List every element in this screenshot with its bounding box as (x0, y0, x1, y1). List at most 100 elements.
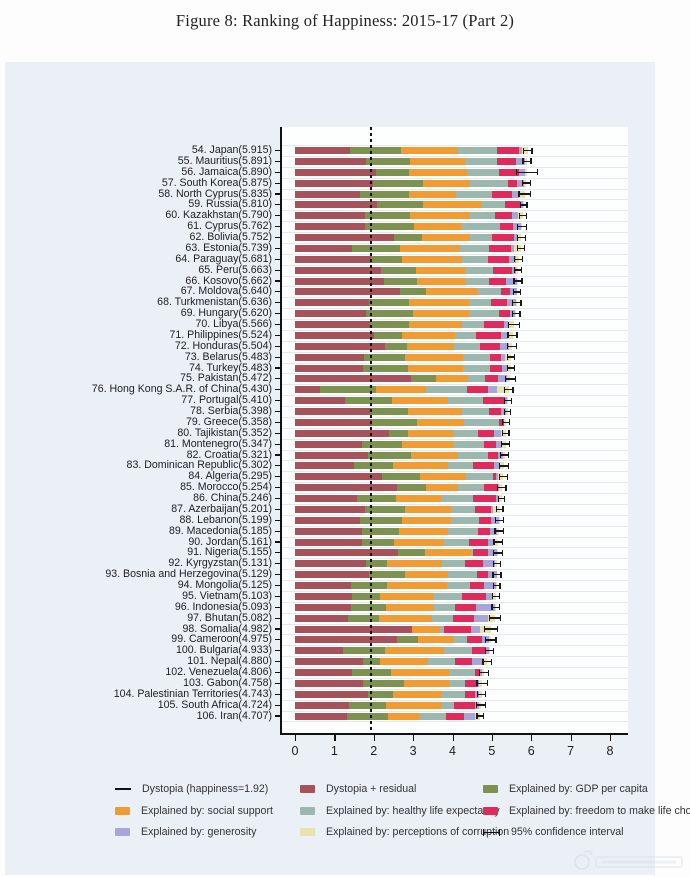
bar-segment-freedom (477, 571, 488, 578)
legend-label: Explained by: perceptions of corruption (326, 826, 509, 838)
y-axis-line (280, 127, 282, 734)
gridline (282, 276, 629, 277)
bar-segment-freedom (501, 288, 510, 295)
ci-whisker-cap (500, 572, 501, 578)
bar-segment-freedom (479, 517, 490, 524)
gridline (282, 482, 629, 483)
ci-whisker-cap (493, 561, 494, 567)
ci-whisker-cap (530, 158, 531, 164)
ci-whisker-cap (526, 224, 527, 230)
gridline (282, 384, 629, 385)
bar-segment-dystopia_residual (295, 212, 365, 219)
legend-item: Explained by: social support (115, 805, 273, 817)
bar-segment-dystopia_residual (295, 615, 348, 622)
bar-segment-generosity (494, 430, 501, 437)
legend-label: Dystopia (happiness=1.92) (142, 783, 268, 795)
x-axis-tick (295, 734, 296, 741)
bar-segment-dystopia_residual (295, 408, 370, 415)
bar-segment-social_support (411, 452, 458, 459)
ci-whisker-cap (521, 267, 522, 273)
gridline (282, 547, 629, 548)
bar-segment-gdp_per_capita (374, 332, 402, 339)
bar-segment-healthy_life_expectancy (449, 680, 465, 687)
ci-whisker-cap (483, 713, 484, 719)
bar-segment-social_support (417, 278, 465, 285)
gridline (282, 624, 629, 625)
bar-segment-freedom (455, 604, 476, 611)
x-axis-tick-label: 3 (398, 744, 428, 758)
bar-segment-gdp_per_capita (366, 158, 410, 165)
legend-label: Explained by: healthy life expectancy (326, 805, 500, 817)
ci-whisker-cap (504, 496, 505, 502)
ci-whisker-cap (500, 561, 501, 567)
bar-segment-dystopia_residual (295, 539, 362, 546)
gridline (282, 711, 629, 712)
bar-segment-healthy_life_expectancy (442, 560, 465, 567)
y-axis-tick (275, 694, 281, 695)
legend-label: Explained by: freedom to make life choic… (509, 805, 690, 817)
bar-segment-healthy_life_expectancy (481, 201, 505, 208)
x-axis-tick-label: 6 (516, 744, 546, 758)
confidence-interval-swatch-icon (483, 829, 500, 836)
bar-segment-gdp_per_capita (366, 310, 412, 317)
bar-segment-freedom (489, 408, 500, 415)
gridline (282, 341, 629, 342)
bar-segment-social_support (436, 375, 468, 382)
ci-whisker-cap (502, 430, 503, 436)
bar-segment-gdp_per_capita (357, 495, 396, 502)
ci-whisker-cap (530, 191, 531, 197)
ci-whisker-cap (493, 539, 494, 545)
ci-whisker-cap (493, 550, 494, 556)
y-axis-tick (275, 509, 281, 510)
bar-segment-healthy_life_expectancy (469, 299, 491, 306)
bar-segment-healthy_life_expectancy (453, 441, 485, 448)
bar-segment-healthy_life_expectancy (434, 604, 455, 611)
y-axis-tick (275, 259, 281, 260)
ci-whisker-cap (516, 332, 517, 338)
bar-segment-dystopia_residual (295, 375, 411, 382)
bar-segment-freedom (473, 462, 494, 469)
ci-whisker-cap (496, 506, 497, 512)
country-label: 106. Iran(4.707) (0, 711, 272, 722)
country-label: 65. Peru(5.663) (0, 265, 272, 276)
y-axis-tick (275, 270, 281, 271)
gridline (282, 297, 629, 298)
ci-whisker-cap (491, 604, 492, 610)
gridline (282, 319, 629, 320)
bar-segment-gdp_per_capita (370, 321, 409, 328)
bar-segment-social_support (396, 495, 441, 502)
bar-segment-gdp_per_capita (369, 299, 409, 306)
y-axis-tick (275, 411, 281, 412)
ci-whisker-cap (507, 354, 508, 360)
bar-segment-social_support (407, 343, 453, 350)
gridline (282, 558, 629, 559)
gridline (282, 265, 629, 266)
ci-whisker-cap (512, 300, 513, 306)
bar-segment-gdp_per_capita (377, 201, 422, 208)
y-axis-tick (275, 650, 281, 651)
gridline (282, 254, 629, 255)
gridline (282, 460, 629, 461)
legend-label: Explained by: GDP per capita (509, 783, 648, 795)
bar-segment-freedom (490, 365, 503, 372)
bar-segment-gdp_per_capita (381, 267, 416, 274)
ci-whisker-cap (512, 311, 513, 317)
legend-item: Explained by: freedom to make life choic… (483, 805, 690, 817)
bar-segment-gdp_per_capita (368, 691, 393, 698)
bar-segment-social_support (410, 158, 465, 165)
ci-whisker-cap (502, 550, 503, 556)
ci-whisker-cap (500, 452, 501, 458)
bar-segment-social_support (408, 408, 462, 415)
x-axis-tick (374, 734, 375, 741)
y-axis-tick (275, 444, 281, 445)
ci-whisker-cap (537, 169, 538, 175)
ci-whisker-cap (510, 409, 511, 415)
gridline (282, 189, 629, 190)
bar-segment-dystopia_residual (295, 528, 362, 535)
gridline (282, 210, 629, 211)
ci-whisker-cap (516, 343, 517, 349)
bar-segment-healthy_life_expectancy (461, 223, 500, 230)
bar-segment-social_support (401, 147, 459, 154)
ci-whisker-cap (499, 583, 500, 589)
bar-segment-generosity (488, 386, 498, 393)
